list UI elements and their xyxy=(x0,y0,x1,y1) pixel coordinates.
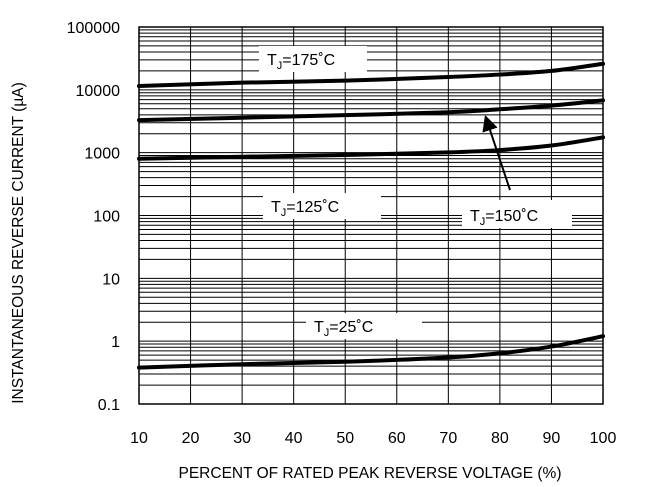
series-line xyxy=(137,135,605,161)
curve-label-text: TJ=175˚C xyxy=(267,52,335,72)
y-tick-label: 100000 xyxy=(67,20,120,37)
series-line xyxy=(137,61,605,89)
y-tick-label: 1000 xyxy=(84,146,120,163)
y-tick-label: 10 xyxy=(102,271,120,288)
series-line xyxy=(137,98,605,123)
y-tick-label: 100 xyxy=(93,209,120,226)
curve-label-background xyxy=(259,46,367,72)
x-tick-label: 30 xyxy=(233,430,251,447)
x-tick-label: 20 xyxy=(182,430,200,447)
x-tick-label: 10 xyxy=(130,430,148,447)
curve-labels: TJ=175˚C TJ=150˚C TJ=125˚C TJ=25˚C xyxy=(259,46,572,339)
curve-label-background xyxy=(263,193,381,219)
x-tick-label: 70 xyxy=(439,430,457,447)
y-axis-title: INSTANTANEOUS REVERSE CURRENT (µA) xyxy=(10,82,27,404)
curve-label-text: TJ=125˚C xyxy=(271,199,339,219)
series-line xyxy=(137,334,605,370)
curve-label-background xyxy=(306,313,422,339)
x-tick-label: 60 xyxy=(388,430,406,447)
y-tick-label: 10000 xyxy=(76,83,121,100)
chart-curves xyxy=(137,61,605,370)
x-tick-label: 40 xyxy=(285,430,303,447)
curve-label: TJ=125˚C xyxy=(263,193,381,219)
x-tick-label: 50 xyxy=(336,430,354,447)
plot-frame xyxy=(138,26,604,405)
curve-label: TJ=150˚C xyxy=(462,200,572,228)
curve-label: TJ=25˚C xyxy=(306,313,422,339)
x-tick-label: 100 xyxy=(590,430,617,447)
x-tick-label: 90 xyxy=(543,430,561,447)
y-tick-label: 1 xyxy=(111,334,120,351)
x-tick-label: 80 xyxy=(491,430,509,447)
curve-label: TJ=175˚C xyxy=(259,46,367,72)
curve-label-text: TJ=150˚C xyxy=(470,208,538,228)
label-arrow xyxy=(482,114,511,191)
label-arrows xyxy=(482,114,511,191)
y-tick-label: 0.1 xyxy=(98,397,120,414)
tick-labels: 10 20 30 40 50 60 70 80 90 100 0.1 1 10 100 1000 10000 1… xyxy=(67,20,617,447)
x-axis-title: PERCENT OF RATED PEAK REVERSE VOLTAGE (%… xyxy=(179,465,562,482)
curve-label-text: TJ=25˚C xyxy=(314,319,373,339)
curve-label-background xyxy=(462,200,572,228)
